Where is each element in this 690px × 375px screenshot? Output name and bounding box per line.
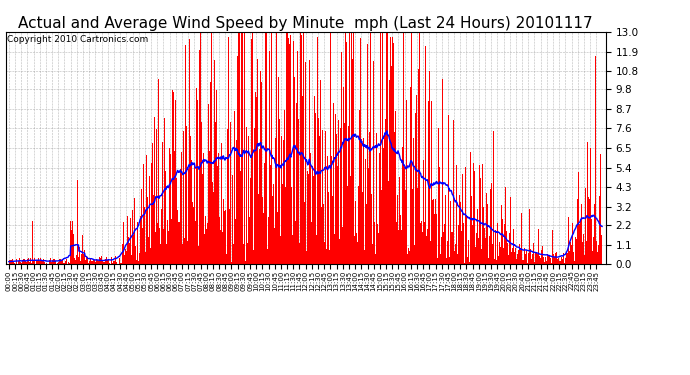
Title: Actual and Average Wind Speed by Minute  mph (Last 24 Hours) 20101117: Actual and Average Wind Speed by Minute …: [19, 16, 593, 31]
Text: Copyright 2010 Cartronics.com: Copyright 2010 Cartronics.com: [7, 35, 148, 44]
